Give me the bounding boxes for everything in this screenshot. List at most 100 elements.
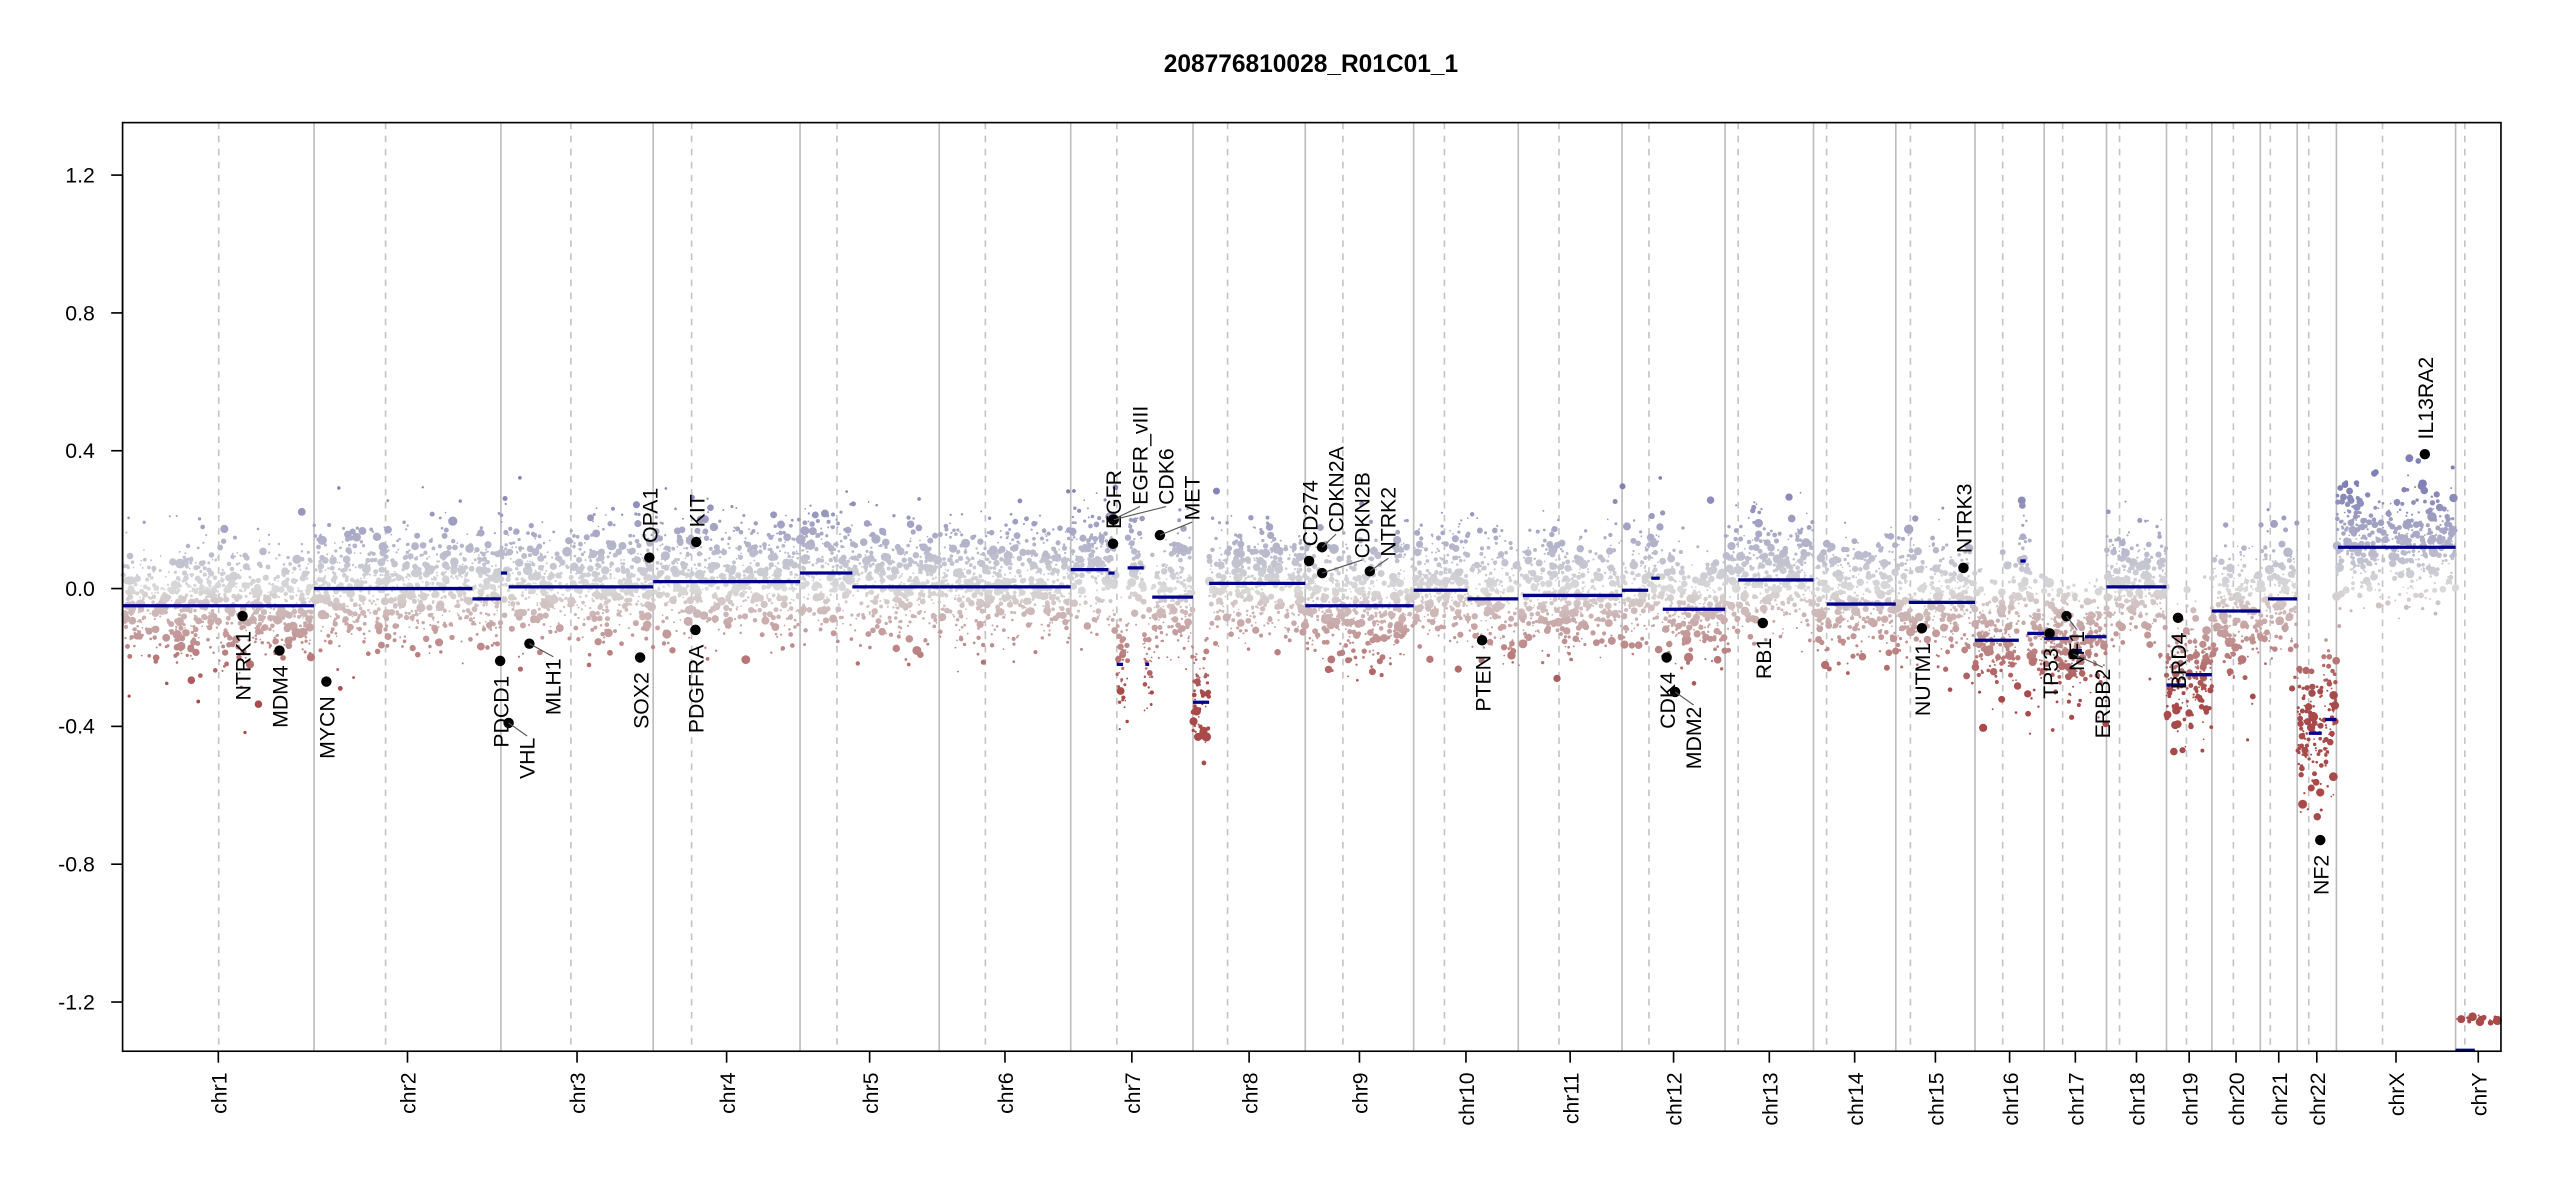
probe-point [542, 612, 549, 619]
probe-point [609, 569, 612, 572]
probe-point [972, 565, 977, 570]
probe-point [842, 622, 844, 625]
probe-point [395, 623, 400, 628]
probe-point [135, 573, 139, 577]
probe-point [485, 567, 491, 574]
probe-point [529, 560, 531, 563]
probe-point [988, 529, 995, 536]
probe-point [868, 563, 873, 568]
probe-point [1156, 588, 1162, 594]
probe-point [742, 599, 745, 603]
probe-point [490, 551, 495, 556]
probe-point [259, 638, 262, 641]
probe-point [1033, 650, 1038, 655]
probe-point [1011, 636, 1016, 641]
probe-point [346, 623, 354, 631]
probe-point [939, 552, 941, 555]
probe-point [485, 604, 488, 607]
probe-point [166, 594, 172, 600]
probe-point [151, 576, 154, 578]
probe-point [507, 588, 510, 592]
probe-point [362, 602, 365, 605]
probe-point [1267, 617, 1273, 623]
probe-point [537, 607, 541, 611]
probe-point [669, 647, 676, 654]
probe-point [1261, 561, 1264, 565]
probe-point [552, 605, 555, 608]
probe-point [605, 605, 609, 609]
probe-point [1098, 614, 1101, 616]
probe-point [292, 591, 295, 594]
probe-point [723, 564, 726, 568]
probe-point [1297, 608, 1303, 614]
probe-point [180, 652, 183, 655]
probe-point [364, 637, 367, 640]
probe-point [898, 620, 901, 624]
probe-point [812, 576, 815, 580]
probe-point [632, 620, 639, 627]
probe-point [950, 531, 953, 535]
probe-point [434, 638, 444, 647]
probe-point [773, 524, 777, 528]
probe-point [476, 533, 479, 537]
probe-point [372, 599, 376, 603]
probe-point [385, 608, 388, 611]
probe-point [247, 638, 251, 642]
probe-point [1025, 549, 1032, 556]
probe-point [1203, 691, 1207, 695]
probe-point [1143, 658, 1146, 661]
probe-point [949, 588, 953, 593]
probe-point [294, 608, 297, 611]
probe-point [454, 605, 457, 608]
probe-point [1117, 643, 1124, 650]
probe-point [307, 596, 309, 599]
probe-point [434, 564, 439, 569]
probe-point [1012, 518, 1019, 525]
probe-point [799, 581, 807, 590]
probe-point [943, 571, 946, 575]
probe-point [932, 624, 937, 629]
probe-point [673, 583, 682, 592]
probe-point [558, 555, 561, 558]
probe-point [211, 558, 214, 561]
probe-point [1000, 565, 1003, 569]
probe-point [209, 645, 212, 649]
probe-point [1095, 632, 1099, 637]
probe-point [383, 608, 391, 617]
probe-point [175, 661, 179, 664]
probe-point [282, 563, 286, 566]
probe-point [1299, 628, 1307, 636]
probe-point [178, 621, 182, 625]
probe-point [859, 601, 864, 606]
probe-point [242, 648, 247, 653]
probe-point [919, 539, 921, 542]
probe-point [1210, 516, 1215, 520]
probe-point [271, 583, 275, 587]
probe-point [683, 547, 685, 550]
probe-point [664, 592, 671, 598]
probe-point [656, 548, 659, 551]
probe-point [664, 602, 668, 606]
probe-point [845, 589, 848, 592]
probe-point [278, 553, 281, 557]
probe-point [1066, 602, 1070, 606]
probe-point [919, 559, 924, 564]
probe-point [181, 570, 188, 576]
probe-point [247, 620, 251, 624]
probe-point [822, 617, 830, 624]
probe-point [544, 603, 548, 608]
probe-point [693, 563, 697, 566]
probe-point [1121, 695, 1126, 700]
probe-point [989, 545, 998, 554]
probe-point [1007, 535, 1010, 538]
probe-point [1194, 698, 1197, 701]
probe-point [1138, 581, 1147, 590]
probe-point [587, 565, 594, 572]
probe-point [635, 602, 639, 606]
probe-point [510, 596, 512, 599]
probe-point [527, 590, 532, 595]
probe-point [739, 631, 742, 635]
probe-point [419, 553, 423, 557]
probe-point [1204, 705, 1207, 708]
probe-point [474, 584, 476, 587]
